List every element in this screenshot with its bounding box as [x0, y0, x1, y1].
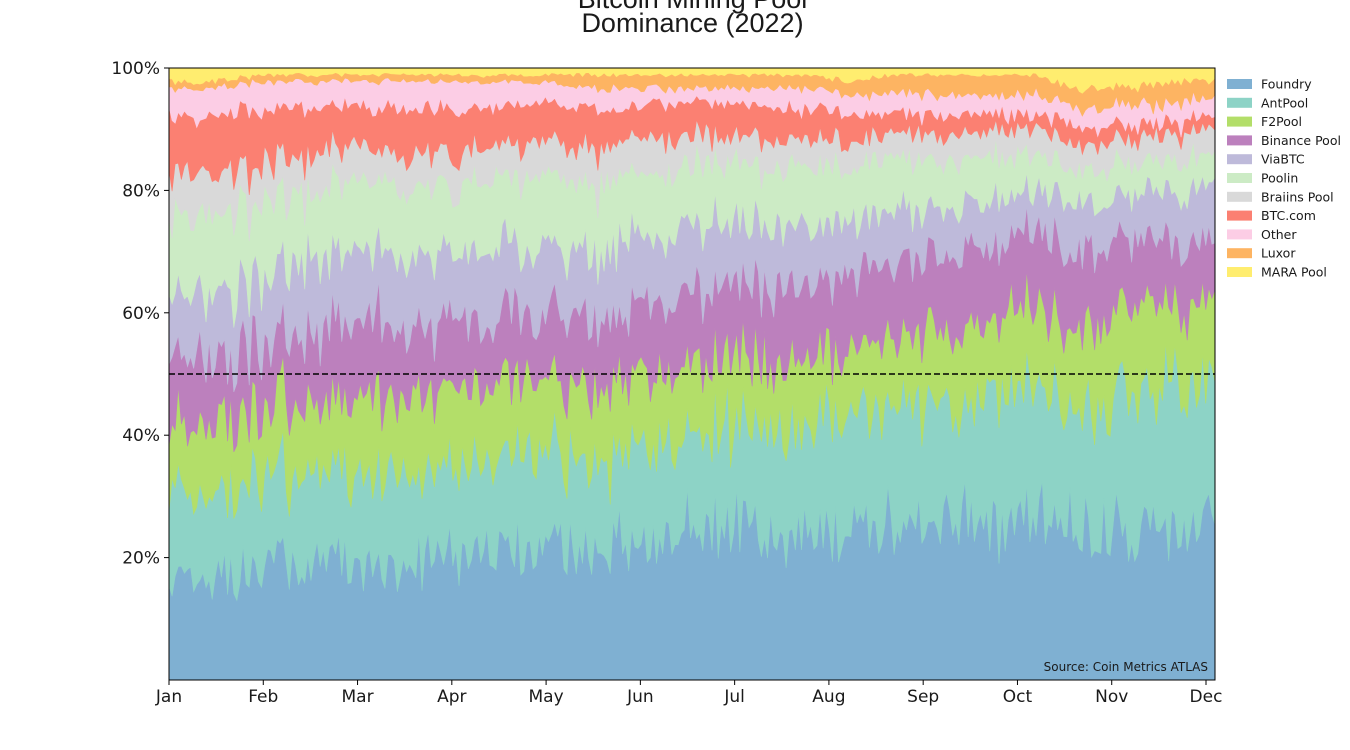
y-tick-label: 20% [122, 549, 160, 569]
legend-label: Foundry [1261, 77, 1312, 92]
legend-swatch [1227, 191, 1252, 202]
y-tick-label: 60% [122, 304, 160, 324]
x-tick-label: Jan [155, 687, 182, 707]
x-tick-label: Mar [342, 687, 374, 707]
chart-title-line1: Bitcoin Mining Pool [0, 0, 1350, 15]
legend-swatch [1227, 97, 1252, 108]
x-tick-label: Sep [907, 687, 939, 707]
legend-swatch [1227, 210, 1252, 221]
legend-swatch [1227, 116, 1252, 127]
x-tick-label: Jul [723, 687, 745, 707]
legend: Foundry AntPool F2Pool Binance Pool ViaBTC Po… [1227, 77, 1341, 280]
y-tick-label: 80% [122, 181, 160, 201]
x-tick-label: Nov [1095, 687, 1128, 707]
x-tick-label: Jun [626, 687, 654, 707]
legend-swatch [1227, 248, 1252, 259]
x-tick-label: Feb [248, 687, 278, 707]
y-axis: 20% 40% 60% 80% 100% [111, 59, 169, 569]
x-axis: Jan Feb Mar Apr May Jun Jul Aug Sep Oct Nov Dec [155, 680, 1223, 707]
legend-label: AntPool [1261, 95, 1308, 110]
chart-title-line2: Dominance (2022) [581, 8, 804, 38]
legend-swatch [1227, 173, 1252, 183]
source-note: Source: Coin Metrics ATLAS [1044, 660, 1208, 674]
legend-label: Luxor [1261, 246, 1296, 261]
stacked-areas [168, 67, 1216, 681]
y-tick-label: 100% [111, 59, 160, 79]
x-tick-label: Oct [1003, 687, 1033, 707]
x-tick-label: May [529, 687, 564, 707]
legend-label: ViaBTC [1261, 152, 1305, 167]
legend-swatch [1227, 79, 1252, 89]
y-tick-label: 40% [122, 426, 160, 446]
legend-label: F2Pool [1261, 114, 1302, 129]
x-tick-label: Aug [812, 687, 845, 707]
legend-swatch [1227, 154, 1252, 165]
x-tick-label: Apr [437, 687, 466, 707]
legend-swatch [1227, 267, 1252, 277]
legend-label: MARA Pool [1261, 265, 1327, 280]
legend-label: Binance Pool [1261, 133, 1341, 148]
legend-label: Other [1261, 227, 1297, 242]
legend-label: BTC.com [1261, 208, 1316, 223]
legend-swatch [1227, 229, 1252, 240]
legend-swatch [1227, 135, 1252, 146]
plot-frame [168, 67, 1216, 681]
legend-label: Poolin [1261, 171, 1298, 186]
legend-label: Braiins Pool [1261, 189, 1334, 204]
x-tick-label: Dec [1190, 687, 1223, 707]
